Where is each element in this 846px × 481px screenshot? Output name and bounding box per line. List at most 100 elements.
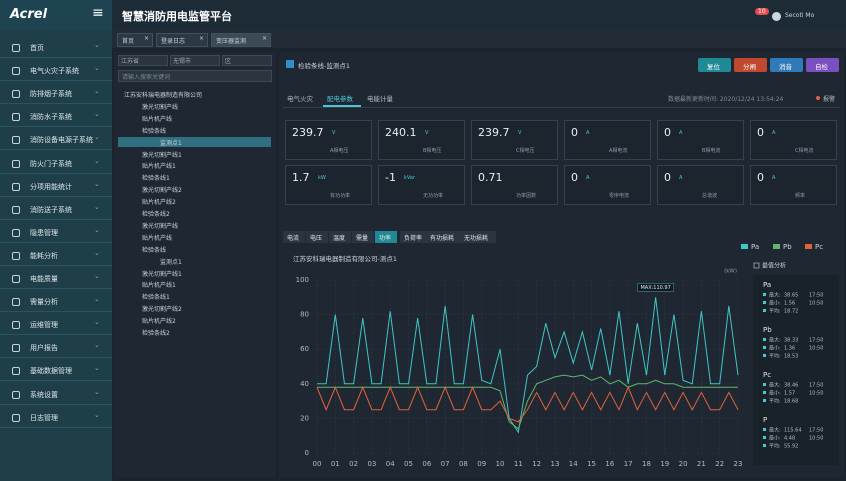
- chart-tab[interactable]: [283, 231, 305, 243]
- sub-tab[interactable]: 配电参数: [327, 95, 353, 103]
- menu-icon: [12, 67, 20, 76]
- filter-select[interactable]: [118, 55, 168, 66]
- tree-node[interactable]: 检验条线: [142, 127, 167, 135]
- menu-icon: [12, 90, 20, 99]
- menu-arrow: ⌄: [94, 202, 100, 211]
- legend-swatch: [773, 244, 780, 249]
- menu-arrow: ⌄: [94, 295, 100, 304]
- metric-value: 0: [757, 171, 764, 184]
- chart-tab-label: 功率: [379, 235, 392, 242]
- x-tick-label: 22: [715, 460, 724, 468]
- menu-label: 电能质量: [30, 275, 58, 283]
- menu-item[interactable]: [0, 292, 112, 313]
- tree-node[interactable]: 监测点1: [160, 139, 182, 147]
- tree-node[interactable]: 激光切割产线1: [142, 151, 182, 159]
- menu-item[interactable]: [0, 84, 112, 105]
- menu-item[interactable]: [0, 177, 112, 197]
- stats-time: 10:50: [809, 346, 823, 352]
- action-button[interactable]: [806, 58, 839, 72]
- action-label: 自检: [815, 63, 828, 71]
- menu-item[interactable]: [0, 315, 112, 336]
- action-label: 复位: [707, 63, 720, 71]
- menu-item[interactable]: [0, 338, 112, 359]
- tree-node[interactable]: 激光切割产线2: [142, 306, 182, 314]
- stats-value: 18.53: [784, 354, 798, 360]
- stats-title: P: [763, 416, 767, 424]
- x-tick-label: 11: [514, 460, 523, 468]
- menu-item[interactable]: [0, 269, 112, 289]
- page-tab[interactable]: [156, 33, 208, 47]
- tree-node[interactable]: 贴片机产线2: [142, 199, 176, 207]
- filter-select[interactable]: [170, 55, 220, 66]
- chart-tab[interactable]: [400, 231, 429, 243]
- metric-card: [378, 120, 465, 160]
- menu-arrow: ⌄: [94, 272, 100, 280]
- menu-item[interactable]: [0, 200, 112, 220]
- y-tick-label: 0: [305, 449, 309, 457]
- user-name[interactable]: Secoti Mo: [785, 12, 815, 19]
- tree-node[interactable]: 检验条线1: [142, 175, 170, 183]
- stats-label: 平均:: [769, 308, 781, 315]
- tab-close: ×: [144, 35, 150, 42]
- chart-tab[interactable]: [460, 231, 496, 243]
- action-button[interactable]: [770, 58, 803, 72]
- menu-icon: [12, 182, 20, 191]
- menu-item[interactable]: [0, 154, 112, 174]
- menu-icon: [12, 298, 20, 307]
- tree-node[interactable]: 激光切割产线2: [142, 187, 182, 195]
- menu-label: 首页: [30, 44, 44, 52]
- chart-tab[interactable]: [375, 231, 397, 243]
- tree-node[interactable]: 贴片机产线2: [142, 318, 176, 326]
- menu-icon: [12, 251, 20, 260]
- menu-icon: [12, 159, 20, 168]
- sub-tab[interactable]: 电能计量: [367, 95, 393, 103]
- checkbox[interactable]: [753, 262, 760, 269]
- menu-item[interactable]: [0, 38, 112, 58]
- tree-node[interactable]: 贴片机产线: [142, 115, 173, 123]
- page-tab[interactable]: [211, 33, 271, 47]
- chart-tab[interactable]: [426, 231, 462, 243]
- chart-tab[interactable]: [352, 231, 374, 243]
- menu-item[interactable]: [0, 408, 112, 428]
- metric-label: 零序电流: [609, 193, 630, 199]
- search-input[interactable]: [118, 70, 272, 82]
- tree-node[interactable]: 检验条线: [142, 246, 167, 254]
- tree-node[interactable]: 监测点1: [160, 258, 182, 266]
- sub-tab[interactable]: 电气火灾: [287, 95, 313, 103]
- stats-time: 17:50: [809, 338, 823, 344]
- tree-node[interactable]: 激光切割产线: [142, 103, 179, 111]
- tree-node[interactable]: 江苏安科瑞电器制造有限公司: [124, 92, 203, 99]
- menu-item[interactable]: [0, 385, 112, 405]
- menu-item[interactable]: [0, 246, 112, 266]
- menu-label: 需量分析: [30, 298, 58, 307]
- tree-node[interactable]: 检验条线2: [142, 211, 170, 218]
- menu-item[interactable]: [0, 130, 112, 151]
- menu-item[interactable]: [0, 107, 112, 128]
- tree-node[interactable]: 贴片机产线: [142, 234, 173, 242]
- menu-toggle[interactable]: ≡: [92, 5, 104, 21]
- metric-unit: kW: [318, 175, 326, 181]
- action-button[interactable]: [734, 58, 767, 72]
- tree-node[interactable]: 贴片机产线1: [142, 163, 176, 171]
- y-tick-label: 100: [296, 276, 309, 284]
- filter-select[interactable]: [222, 55, 272, 66]
- action-button[interactable]: [698, 58, 731, 72]
- menu-item[interactable]: [0, 361, 112, 382]
- page-tab[interactable]: [117, 33, 153, 47]
- chart-tab[interactable]: [329, 231, 351, 243]
- tree-node[interactable]: 贴片机产线1: [142, 282, 176, 290]
- action-label: 消音: [779, 63, 792, 71]
- main-panel: [279, 52, 844, 477]
- tree-node[interactable]: 检验条线1: [142, 294, 170, 302]
- tree-node[interactable]: 激光切割产线: [142, 222, 179, 230]
- metric-unit: A: [772, 175, 776, 181]
- tree-node[interactable]: 激光切割产线1: [142, 270, 182, 278]
- chart-tab[interactable]: [306, 231, 328, 243]
- y-axis-label: (kW): [724, 269, 737, 275]
- tree-node[interactable]: 检验条线2: [142, 330, 170, 337]
- menu-item[interactable]: [0, 223, 112, 243]
- top-bar: [0, 0, 846, 30]
- stats-title: Pa: [763, 281, 771, 289]
- menu-label: 消防送子系统: [30, 205, 72, 214]
- menu-item[interactable]: [0, 61, 112, 82]
